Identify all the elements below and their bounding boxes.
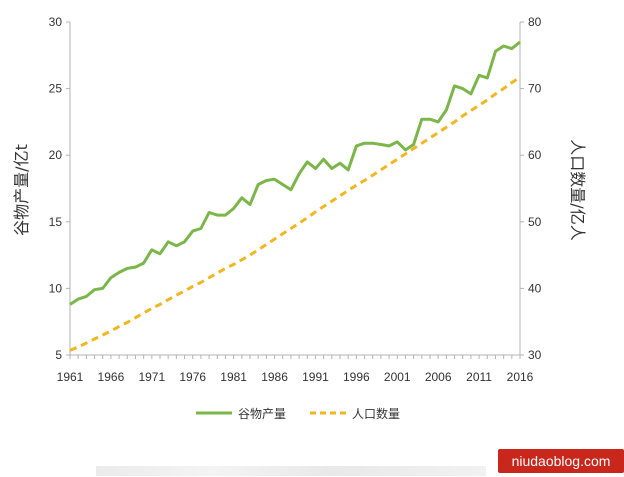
left-axis-title: 谷物产量/亿t: [12, 144, 31, 236]
right-tick-label: 40: [528, 281, 542, 295]
x-tick-label: 1971: [138, 370, 165, 384]
x-tick-label: 1981: [220, 370, 247, 384]
left-tick-label: 5: [55, 348, 62, 362]
right-tick-label: 50: [528, 215, 542, 229]
x-tick-label: 1976: [179, 370, 206, 384]
right-axis-title: 人口数量/亿人: [568, 139, 587, 240]
series-line-grain: [69, 40, 521, 306]
x-tick-label: 1966: [98, 370, 125, 384]
x-tick-label: 1961: [57, 370, 84, 384]
left-tick-label: 25: [49, 82, 63, 96]
right-axis-ticks: 30 40 50 60 70 80: [520, 15, 542, 362]
x-tick-label: 1996: [343, 370, 370, 384]
left-axis-ticks: 5 10 15 20 25 30: [49, 15, 70, 362]
series-layer: [69, 40, 521, 352]
x-tick-label: 2001: [384, 370, 411, 384]
x-tick-label: 2016: [507, 370, 534, 384]
right-tick-label: 30: [528, 348, 542, 362]
x-axis-ticks: 1961 1966 1971 1976 1981 1986 1991 1996 2001 2006…: [57, 355, 534, 384]
left-tick-label: 30: [49, 15, 63, 29]
x-tick-label: 2006: [425, 370, 452, 384]
axes: [69, 22, 521, 356]
watermark: niudaoblog.com: [498, 449, 624, 473]
left-tick-label: 15: [49, 215, 63, 229]
x-tick-label: 1991: [302, 370, 329, 384]
x-tick-label: 1986: [261, 370, 288, 384]
left-tick-label: 10: [49, 281, 63, 295]
right-tick-label: 70: [528, 82, 542, 96]
right-tick-label: 80: [528, 15, 542, 29]
left-tick-label: 20: [49, 148, 63, 162]
legend-label-grain: 谷物产量: [238, 407, 286, 421]
legend: 谷物产量 人口数量: [196, 406, 400, 421]
legend-label-population: 人口数量: [352, 406, 400, 421]
x-tick-label: 2011: [466, 370, 492, 384]
right-tick-label: 60: [528, 148, 542, 162]
blurred-caption: [96, 466, 486, 476]
series-line-population: [69, 76, 521, 352]
